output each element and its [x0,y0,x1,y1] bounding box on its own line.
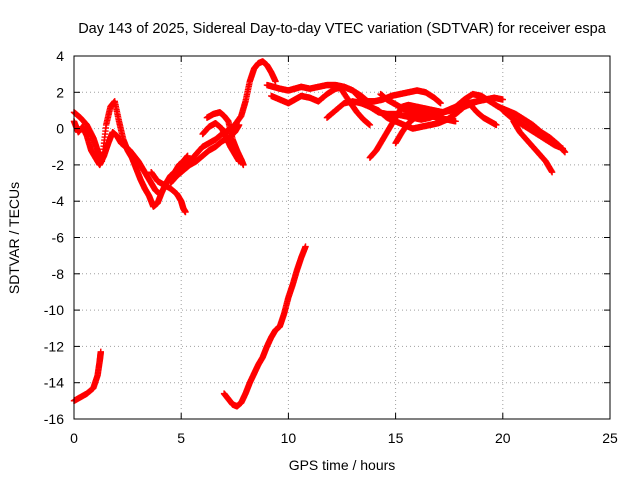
y-tick-label: -10 [44,302,64,318]
x-tick-label: 25 [602,430,618,446]
x-tick-label: 0 [70,430,78,446]
y-tick-label: 2 [56,84,64,100]
data-point [240,161,247,169]
series-track-16 [392,110,459,147]
series-track-9 [220,243,309,410]
data-point [182,208,189,216]
data-point [559,145,567,152]
x-axis-label: GPS time / hours [289,457,396,473]
series-track-4 [147,168,189,216]
data-point [561,148,569,156]
y-tick-label: -2 [52,157,65,173]
y-axis-label: SDTVAR / TECUs [6,182,22,294]
series-track-14 [366,94,506,161]
y-tick-label: -4 [52,193,65,209]
data-point [235,158,243,165]
series-track-11 [268,83,569,156]
grid [74,56,610,419]
y-tick-label: -14 [44,375,64,391]
data-point [184,152,191,160]
series-track-17 [467,101,500,129]
series-track-12 [323,96,485,132]
series-track-19 [499,107,567,152]
y-tick-label: -6 [52,230,65,246]
data-point [156,190,163,198]
y-tick-label: 0 [56,121,64,137]
series-track-13 [338,87,374,129]
chart-title: Day 143 of 2025, Sidereal Day-to-day VTE… [78,21,607,37]
x-tick-label: 15 [388,430,404,446]
data-point [493,121,500,129]
data-point [548,168,556,176]
data-point [437,99,444,107]
series-track-1 [70,348,104,405]
data-point [272,78,279,85]
y-tick-label: -16 [44,411,64,427]
series-track-3 [70,118,163,198]
data-point [366,121,374,129]
data-point [97,348,104,356]
x-tick-label: 20 [495,430,511,446]
data-points [70,58,569,410]
data-point [302,243,309,250]
axes: 0 5 10 15 20 25 -16 -14 -12 -10 -8 -6 -4 -2 0 2 4 [44,48,618,446]
y-tick-label: -8 [52,266,65,282]
x-tick-label: 10 [281,430,297,446]
data-point [452,118,459,125]
y-tick-label: 4 [56,48,64,64]
data-point [235,121,243,129]
x-tick-label: 5 [177,430,185,446]
data-point [499,96,506,103]
y-tick-label: -12 [44,338,64,354]
series-track-8 [199,119,243,165]
